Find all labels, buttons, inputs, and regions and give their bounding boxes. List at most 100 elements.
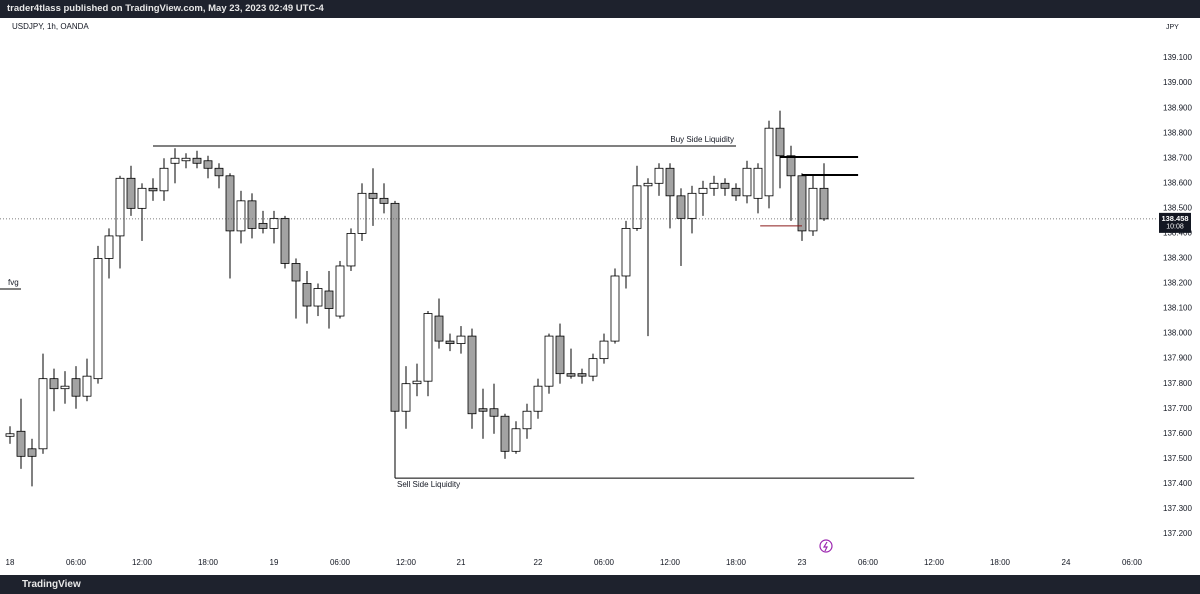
x-tick-label: 23 [798, 558, 807, 567]
event-icon[interactable] [819, 539, 833, 553]
y-tick-label: 137.800 [1163, 379, 1192, 388]
y-tick-label: 137.700 [1163, 404, 1192, 413]
currency: JPY [1166, 24, 1179, 31]
candle-body [753, 167, 763, 199]
candle-body [511, 428, 521, 452]
candle-body [93, 258, 103, 380]
publisher: trader4tlass published on TradingView.co… [7, 3, 324, 14]
y-tick-label: 138.100 [1163, 304, 1192, 313]
candle-body [258, 222, 268, 229]
brand: TradingView [22, 579, 81, 590]
candle-body [159, 167, 169, 192]
candle-body [621, 227, 631, 277]
chart: USDJPY, 1h, OANDA JPY 137.200 137.300 137.… [0, 22, 1192, 567]
candle-body [49, 378, 59, 390]
candle-body [819, 187, 829, 220]
candle-body [38, 378, 48, 450]
x-tick-label: 06:00 [1122, 558, 1143, 567]
candle-body [797, 175, 807, 232]
x-tick-label: 19 [270, 558, 279, 567]
candle-body [489, 408, 499, 417]
y-tick-label: 138.200 [1163, 279, 1192, 288]
candle-body [808, 187, 818, 232]
candle-body [302, 283, 312, 307]
candle-body [170, 157, 180, 164]
y-tick-label: 139.000 [1163, 78, 1192, 87]
candle-body [247, 200, 257, 229]
chart-title: USDJPY, 1h, OANDA [12, 22, 89, 31]
y-tick-label: 137.400 [1163, 479, 1192, 488]
candle-body [214, 167, 224, 177]
candle-body [610, 275, 620, 342]
candle-body [60, 385, 70, 390]
candle-body [643, 182, 653, 187]
candle-body [588, 358, 598, 377]
x-tick-label: 22 [534, 558, 543, 567]
candle-body [148, 187, 158, 192]
level-label: Sell Side Liquidity [397, 480, 460, 489]
y-tick-label: 139.100 [1163, 53, 1192, 62]
candle-body [775, 127, 785, 157]
candle-body [192, 157, 202, 164]
level-label: Buy Side Liquidity [670, 135, 734, 144]
candle-body [203, 160, 213, 169]
candle-body [401, 383, 411, 412]
candle-body [104, 235, 114, 259]
candle-body [698, 187, 708, 194]
candle-body [368, 192, 378, 199]
candle-body [577, 373, 587, 377]
x-tick-label: 06:00 [330, 558, 351, 567]
candle-body [665, 167, 675, 197]
y-tick-label: 138.500 [1163, 203, 1192, 212]
brand-bar: TradingView [0, 575, 1200, 594]
candle-body [181, 157, 191, 162]
candle-body [357, 192, 367, 234]
candle-body [786, 155, 796, 177]
y-tick-label: 138.700 [1163, 153, 1192, 162]
x-tick-label: 18 [6, 558, 15, 567]
candle-body [533, 385, 543, 412]
candle-body [731, 187, 741, 197]
candle-body [115, 177, 125, 237]
x-tick-label: 21 [457, 558, 466, 567]
candle-body [566, 373, 576, 377]
candle-body [82, 375, 92, 397]
candle-body [379, 197, 389, 204]
event-icon-bolt [822, 541, 828, 552]
x-tick-label: 06:00 [858, 558, 879, 567]
candle-body [313, 288, 323, 307]
y-tick-label: 137.500 [1163, 454, 1192, 463]
candle-body [500, 415, 510, 452]
y-tick-label: 138.600 [1163, 178, 1192, 187]
x-tick-label: 24 [1062, 558, 1071, 567]
candle-body [544, 335, 554, 387]
candle-body [280, 217, 290, 264]
candle-body [291, 263, 301, 282]
y-tick-label: 137.300 [1163, 504, 1192, 513]
candle-body [5, 433, 15, 437]
y-tick-label: 137.200 [1163, 529, 1192, 538]
candle-body [27, 448, 37, 457]
x-tick-label: 06:00 [594, 558, 615, 567]
last-price-label: 138.458 [1161, 214, 1188, 223]
candle-body [390, 202, 400, 412]
candle-body [709, 182, 719, 189]
candle-body [137, 187, 147, 209]
candle-body [522, 410, 532, 430]
x-tick-label: 12:00 [660, 558, 681, 567]
candle-body [225, 175, 235, 232]
candle-body [764, 127, 774, 197]
candle-body [654, 167, 664, 184]
candle-body [71, 378, 81, 397]
candle-body [445, 340, 455, 345]
x-tick-label: 12:00 [396, 558, 417, 567]
x-tick-label: 18:00 [726, 558, 747, 567]
candle-body [269, 217, 279, 229]
candle-body [236, 200, 246, 232]
y-tick-label: 138.400 [1163, 229, 1192, 238]
x-tick-label: 12:00 [924, 558, 945, 567]
y-tick-label: 137.600 [1163, 429, 1192, 438]
candle-body [676, 195, 686, 219]
candle-body [555, 335, 565, 375]
